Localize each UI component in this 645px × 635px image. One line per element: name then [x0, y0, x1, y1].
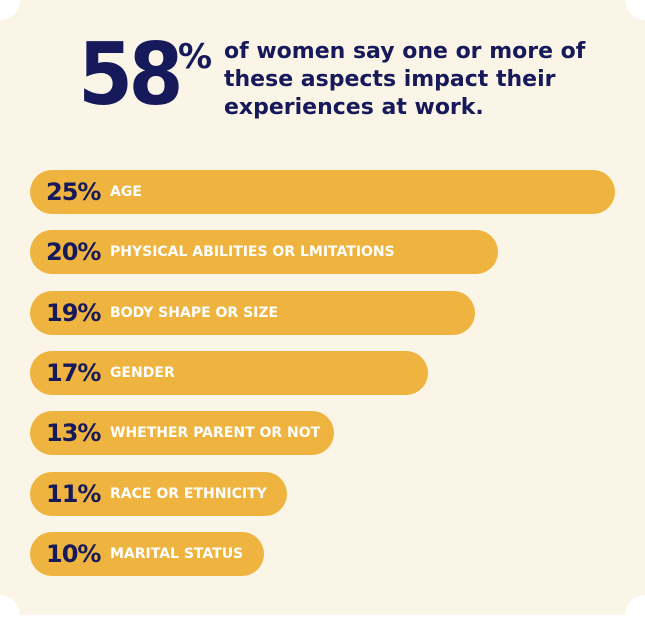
bar-category-label: BODY SHAPE OR SIZE	[110, 304, 279, 321]
bar-value-label: 10%	[46, 539, 101, 568]
corner-notch	[0, 0, 20, 20]
bar-value-label: 19%	[46, 298, 101, 327]
bar: 19% BODY SHAPE OR SIZE	[30, 290, 475, 335]
bar-category-label: MARITAL STATUS	[110, 545, 244, 562]
bar-category-label: WHETHER PARENT OR NOT	[110, 425, 321, 442]
bar-category-label: RACE OR ETHNICITY	[110, 485, 267, 502]
bar-value-label: 17%	[46, 358, 101, 387]
bar: 20% PHYSICAL ABILITIES OR LMITATIONS	[30, 230, 498, 275]
headline-stat-percent-sign: %	[178, 37, 213, 77]
bar-value-label: 25%	[46, 178, 101, 206]
bar: 17% GENDER	[30, 350, 428, 395]
corner-notch	[625, 595, 645, 635]
bar-value-label: 11%	[46, 479, 101, 508]
bar-value-label: 20%	[46, 238, 101, 267]
bar-category-label: PHYSICAL ABILITIES OR LMITATIONS	[110, 244, 395, 261]
bar: 25% AGE	[30, 170, 615, 214]
bar-category-label: GENDER	[110, 364, 175, 381]
corner-notch	[625, 0, 645, 20]
bar-value-label: 13%	[46, 419, 101, 448]
infographic-card: 58 % of women say one or more of these a…	[0, 0, 645, 615]
headline-text: of women say one or more of these aspect…	[224, 39, 586, 120]
bar: 10% MARITAL STATUS	[30, 531, 264, 576]
bar-category-label: AGE	[110, 184, 142, 200]
corner-notch	[0, 595, 20, 635]
bar: 13% WHETHER PARENT OR NOT	[30, 411, 335, 456]
headline-stat-number: 58	[78, 25, 183, 125]
bar: 11% RACE OR ETHNICITY	[30, 471, 288, 516]
